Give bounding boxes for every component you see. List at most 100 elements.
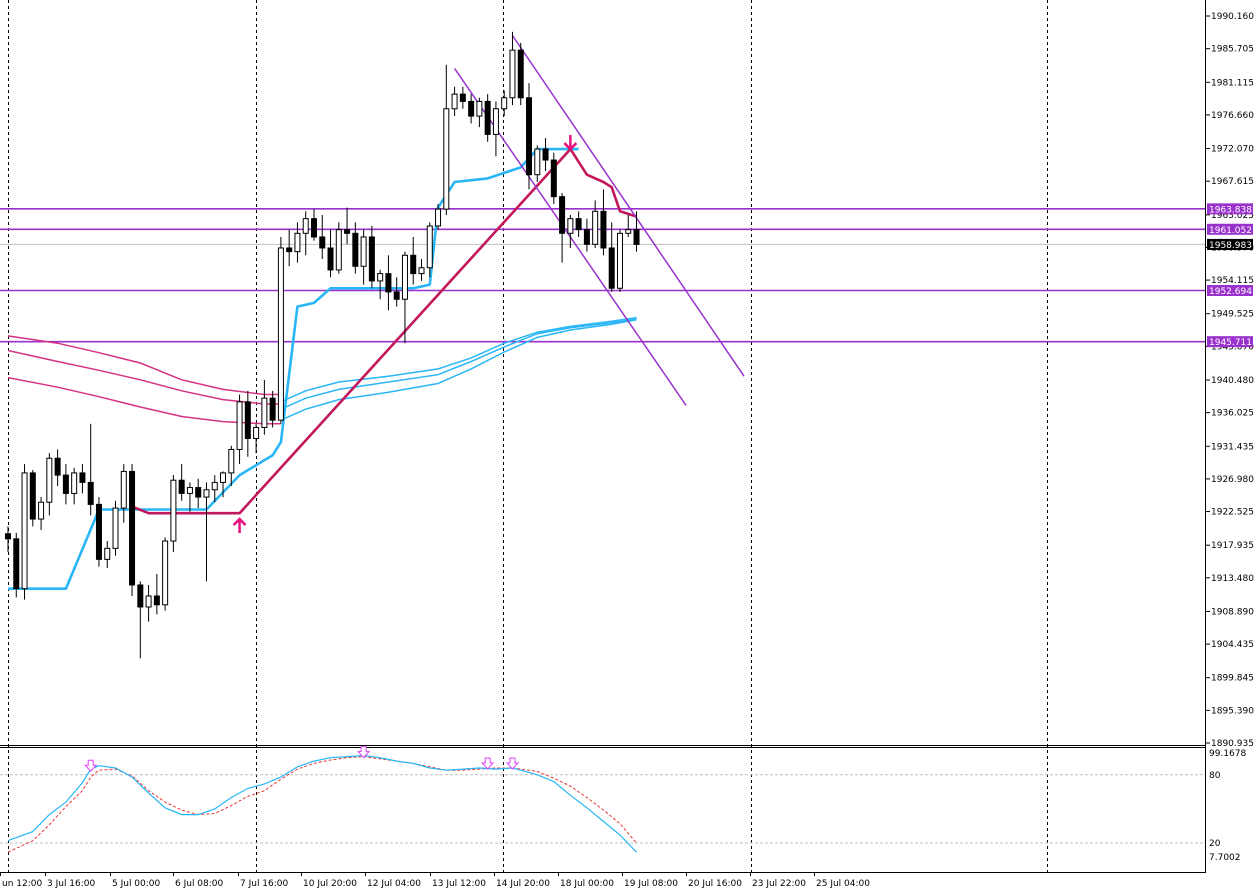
bear-candle	[352, 232, 359, 267]
bear-candle	[87, 481, 94, 505]
bull-candle	[360, 236, 367, 267]
bear-candle	[385, 273, 392, 293]
bear-candle	[95, 503, 102, 560]
sell-arrow-icon	[563, 135, 578, 151]
bull-candle	[253, 426, 260, 439]
bear-candle	[608, 247, 615, 289]
price-tick-label: 1899.845	[1211, 674, 1254, 684]
price-tick-label: 1981.115	[1211, 78, 1254, 88]
bull-candle	[277, 247, 284, 421]
price-tick-label: 1963.025	[1211, 211, 1254, 221]
oscillator-signal-arrows	[84, 746, 520, 772]
trailing-stop-lines	[8, 147, 637, 591]
price-tick-label: 1976.660	[1211, 111, 1254, 121]
price-tick-label: 1931.435	[1211, 442, 1254, 452]
ma-red-line	[7, 376, 281, 425]
bear-candle	[393, 291, 400, 300]
price-badges: 1963.838 1961.052 1952.694 1945.711 1958.983	[1207, 203, 1253, 348]
bull-candle	[120, 470, 127, 509]
price-tick-label: 1904.435	[1211, 640, 1254, 650]
resistance-stop-line	[131, 147, 637, 515]
candlesticks	[5, 31, 640, 659]
price-tick-label: 1972.070	[1211, 145, 1254, 155]
bear-candle	[137, 584, 144, 608]
price-tick-label: 1917.935	[1211, 541, 1254, 551]
oscillator-tick-label: 80	[1209, 771, 1221, 781]
price-tick-label: 1908.890	[1211, 607, 1254, 617]
bull-candle	[46, 457, 53, 503]
price-tick-label: 1949.525	[1211, 310, 1254, 320]
bull-candle	[418, 267, 425, 275]
bull-candle	[211, 481, 218, 491]
price-tick-label: 1967.615	[1211, 177, 1254, 187]
moving-averages-blue	[280, 316, 637, 421]
bear-candle	[559, 196, 566, 234]
bull-candle	[443, 108, 450, 210]
time-axis[interactable]: un 12:00 3 Jul 16:00 5 Jul 00:00 6 Jul 08:0…	[0, 872, 871, 889]
time-tick-label: 6 Jul 08:00	[175, 879, 224, 889]
bear-candle	[310, 218, 317, 238]
price-tick-label: 1926.980	[1211, 475, 1254, 485]
price-axis[interactable]: 1990.160 1985.705 1981.115 1976.660 1972.070…	[1206, 12, 1254, 749]
bear-candle	[484, 100, 491, 135]
ma-blue-line	[280, 318, 637, 410]
time-tick-label: 3 Jul 16:00	[47, 879, 96, 889]
bull-candle	[435, 208, 442, 227]
bull-candle	[476, 100, 483, 117]
bull-candle	[509, 49, 516, 99]
bear-candle	[269, 397, 276, 421]
oscillator-tick-label: 7.7002	[1209, 853, 1241, 863]
bear-candle	[550, 159, 557, 198]
time-gridlines	[8, 0, 1048, 872]
price-tick-label: 1922.525	[1211, 508, 1254, 518]
bear-candle	[368, 236, 375, 282]
bull-candle	[162, 540, 169, 606]
bull-candle	[567, 218, 574, 234]
trend-channel-line[interactable]	[511, 35, 745, 377]
bull-candle	[104, 547, 111, 560]
bull-candle	[203, 489, 210, 498]
bull-candle	[426, 225, 433, 269]
level-price-badge	[1207, 223, 1253, 235]
bull-candle	[112, 507, 119, 549]
time-tick-label: 25 Jul 04:00	[816, 879, 870, 889]
ma-red-line	[7, 335, 281, 396]
bear-candle	[517, 49, 524, 99]
bull-candle	[302, 218, 309, 234]
price-tick-label: 1913.480	[1211, 574, 1254, 584]
bear-candle	[344, 229, 351, 234]
oscillator-tick-label: 99.1678	[1209, 749, 1246, 759]
oscillator-main-line	[7, 754, 637, 853]
level-price-badge-label: 1952.694	[1209, 287, 1252, 297]
support-stop-line	[8, 147, 579, 591]
bull-candle	[38, 501, 45, 520]
time-tick-label: 5 Jul 00:00	[112, 879, 161, 889]
level-price-badge	[1207, 336, 1253, 348]
bull-candle	[170, 479, 177, 542]
price-tick-label: 1945.070	[1211, 342, 1254, 352]
price-tick-label: 1985.705	[1211, 45, 1254, 55]
bear-candle	[286, 247, 293, 253]
time-tick-label: 10 Jul 20:00	[303, 879, 357, 889]
bull-candle	[335, 229, 342, 271]
current-price-badge	[1207, 238, 1253, 250]
oscillator-lines	[7, 754, 637, 853]
bear-candle	[583, 229, 590, 245]
oscillator-down-arrow-icon	[84, 759, 98, 772]
level-price-badge-label: 1945.711	[1209, 338, 1252, 348]
ma-blue-line	[280, 319, 637, 421]
buy-arrow-icon	[232, 517, 247, 534]
bull-candle	[377, 273, 384, 282]
oscillator-signal-line	[7, 756, 637, 853]
bull-candle	[71, 472, 78, 494]
bear-candle	[62, 474, 69, 494]
bear-candle	[29, 472, 36, 520]
bear-candle	[5, 533, 11, 540]
time-tick-label: 20 Jul 16:00	[688, 879, 742, 889]
bear-candle	[79, 472, 86, 483]
time-tick-label: un 12:00	[2, 879, 42, 889]
level-price-badge	[1207, 285, 1253, 297]
bear-candle	[129, 470, 136, 586]
